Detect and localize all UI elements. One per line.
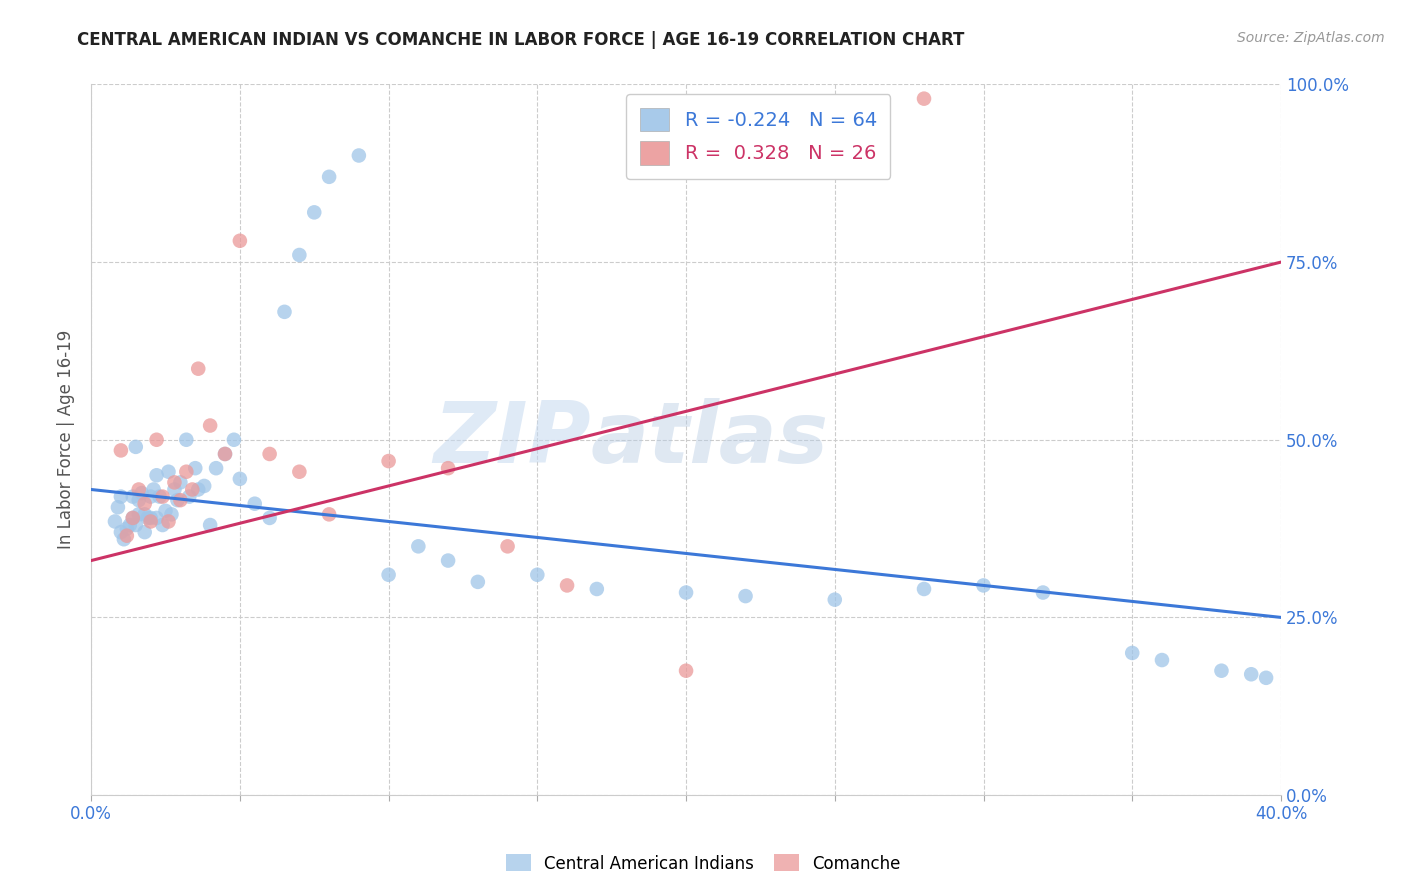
Point: [181, 483, 204, 497]
Point: [179, 490, 201, 504]
Point: [121, 511, 143, 525]
Point: [973, 578, 995, 592]
Y-axis label: In Labor Force | Age 16-19: In Labor Force | Age 16-19: [58, 330, 75, 549]
Point: [347, 148, 370, 162]
Point: [205, 461, 228, 475]
Point: [184, 461, 207, 475]
Point: [121, 511, 143, 525]
Point: [145, 433, 167, 447]
Point: [155, 504, 177, 518]
Point: [824, 592, 846, 607]
Point: [166, 493, 188, 508]
Point: [121, 490, 143, 504]
Text: ZIP: ZIP: [433, 398, 591, 482]
Point: [176, 465, 198, 479]
Point: [187, 483, 209, 497]
Point: [1150, 653, 1173, 667]
Point: [526, 567, 548, 582]
Point: [229, 472, 252, 486]
Text: CENTRAL AMERICAN INDIAN VS COMANCHE IN LABOR FORCE | AGE 16-19 CORRELATION CHART: CENTRAL AMERICAN INDIAN VS COMANCHE IN L…: [77, 31, 965, 49]
Point: [112, 533, 135, 547]
Point: [160, 508, 183, 522]
Point: [176, 433, 198, 447]
Point: [675, 664, 697, 678]
Point: [288, 248, 311, 262]
Point: [912, 92, 935, 106]
Point: [1032, 585, 1054, 599]
Point: [152, 490, 174, 504]
Point: [467, 574, 489, 589]
Point: [128, 493, 150, 508]
Point: [157, 465, 180, 479]
Point: [110, 490, 132, 504]
Point: [198, 518, 221, 533]
Point: [222, 433, 245, 447]
Point: [107, 500, 129, 515]
Point: [139, 511, 162, 525]
Point: [163, 483, 186, 497]
Point: [148, 490, 170, 504]
Point: [139, 515, 162, 529]
Point: [134, 497, 156, 511]
Point: [912, 582, 935, 596]
Point: [1211, 664, 1233, 678]
Point: [496, 539, 519, 553]
Point: [585, 582, 607, 596]
Point: [193, 479, 215, 493]
Point: [1121, 646, 1143, 660]
Point: [259, 447, 281, 461]
Point: [118, 518, 141, 533]
Point: [134, 508, 156, 522]
Point: [152, 518, 174, 533]
Point: [104, 515, 127, 529]
Point: [110, 443, 132, 458]
Point: [734, 589, 756, 603]
Point: [243, 497, 266, 511]
Point: [408, 539, 430, 553]
Point: [125, 440, 148, 454]
Point: [437, 461, 460, 475]
Point: [134, 525, 156, 540]
Point: [169, 493, 191, 508]
Point: [259, 511, 281, 525]
Point: [302, 205, 325, 219]
Point: [1254, 671, 1277, 685]
Point: [142, 483, 165, 497]
Point: [377, 567, 399, 582]
Point: [136, 511, 159, 525]
Point: [157, 515, 180, 529]
Point: [555, 578, 578, 592]
Point: [125, 518, 148, 533]
Text: atlas: atlas: [591, 398, 830, 482]
Point: [115, 529, 138, 543]
Legend: R = -0.224   N = 64, R =  0.328   N = 26: R = -0.224 N = 64, R = 0.328 N = 26: [626, 95, 890, 178]
Point: [128, 483, 150, 497]
Point: [115, 522, 138, 536]
Point: [145, 468, 167, 483]
Point: [288, 465, 311, 479]
Point: [214, 447, 236, 461]
Point: [128, 508, 150, 522]
Point: [1240, 667, 1263, 681]
Legend: Central American Indians, Comanche: Central American Indians, Comanche: [499, 847, 907, 880]
Point: [110, 525, 132, 540]
Point: [145, 511, 167, 525]
Point: [675, 585, 697, 599]
Point: [318, 169, 340, 184]
Point: [169, 475, 191, 490]
Point: [139, 490, 162, 504]
Point: [187, 361, 209, 376]
Point: [437, 553, 460, 567]
Point: [198, 418, 221, 433]
Point: [229, 234, 252, 248]
Point: [273, 305, 295, 319]
Point: [163, 475, 186, 490]
Point: [131, 486, 153, 500]
Point: [318, 508, 340, 522]
Point: [377, 454, 399, 468]
Point: [214, 447, 236, 461]
Text: Source: ZipAtlas.com: Source: ZipAtlas.com: [1237, 31, 1385, 45]
